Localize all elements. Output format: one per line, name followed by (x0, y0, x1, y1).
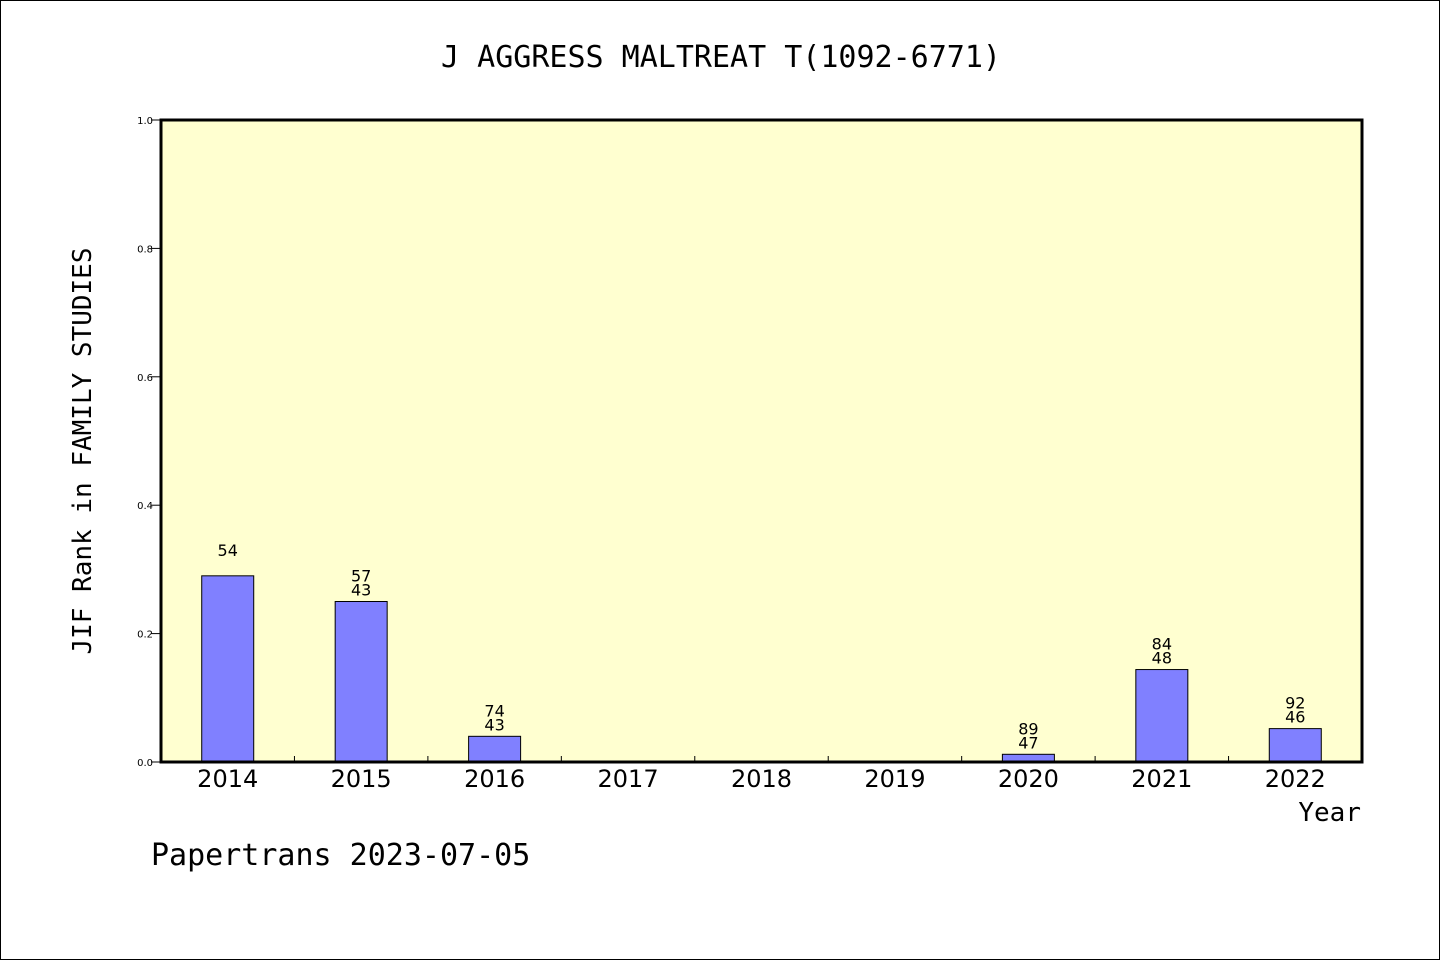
footer-text: Papertrans 2023-07-05 (151, 838, 530, 873)
x-tick-label: 2019 (864, 765, 925, 793)
y-tick-label: 0.0 (137, 758, 153, 769)
y-tick-label: 0.2 (137, 630, 153, 641)
bar-2022 (1269, 729, 1321, 762)
y-tick-label: 0.4 (137, 501, 153, 512)
x-tick-label: 2022 (1265, 765, 1326, 793)
data-label-2022: 46 (1285, 708, 1305, 727)
data-label-2016: 43 (484, 715, 504, 734)
data-label-2014: 54 (218, 541, 238, 560)
y-tick-label: 0.6 (137, 373, 153, 384)
bar-2016 (469, 736, 521, 762)
x-axis-label: Year (1298, 798, 1361, 828)
data-label-2021: 48 (1152, 649, 1172, 668)
x-tick-label: 2018 (731, 765, 792, 793)
x-tick-label: 2021 (1131, 765, 1192, 793)
x-tick-label: 2015 (331, 765, 392, 793)
data-label-2020: 47 (1018, 733, 1038, 752)
x-tick-label: 2020 (998, 765, 1059, 793)
bar-2014 (202, 576, 254, 762)
bar-2021 (1136, 670, 1188, 762)
chart-title: J AGGRESS MALTREAT T(1092-6771) (441, 40, 1001, 75)
x-tick-label: 2017 (598, 765, 659, 793)
x-tick-label: 2014 (197, 765, 258, 793)
x-tick-label: 2016 (464, 765, 525, 793)
data-label-2015: 43 (351, 581, 371, 600)
y-tick-label: 1.0 (137, 116, 153, 127)
y-axis-label: JIF Rank in FAMILY STUDIES (68, 248, 98, 655)
bar-2015 (335, 602, 387, 763)
y-tick-label: 0.8 (137, 244, 153, 255)
